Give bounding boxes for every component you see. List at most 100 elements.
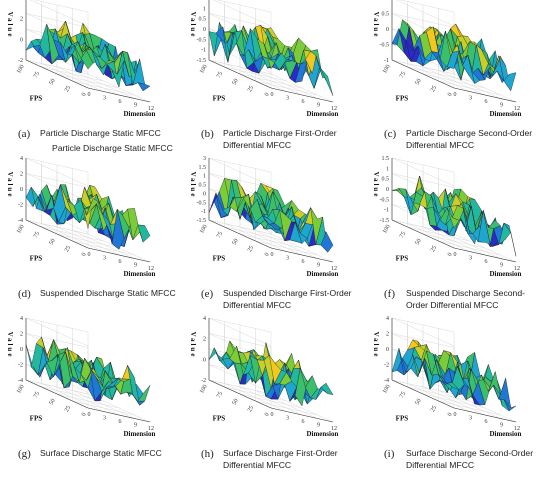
y-tick-label: 100 xyxy=(382,64,392,75)
z-tick-label: -1 xyxy=(384,208,389,214)
surface-mesh xyxy=(25,20,151,92)
subfigure-caption: Suspended Discharge Static MFCC xyxy=(40,288,176,298)
z-tick-label: -0.5 xyxy=(197,200,207,206)
z-tick-label: 1 xyxy=(386,166,389,172)
duplicate-caption: Particle Discharge Static MFCC xyxy=(52,143,173,153)
z-tick-label: 4 xyxy=(386,316,389,322)
y-tick-label: 0 xyxy=(447,252,454,258)
z-tick-label: 3 xyxy=(203,156,206,162)
x-tick-label: 0 xyxy=(454,92,457,98)
surface-facet xyxy=(320,231,334,253)
z-tick-label: -1 xyxy=(201,209,206,215)
x-tick-label: 6 xyxy=(119,259,122,265)
subfigure-caption: Suspended Discharge Second-Order Differe… xyxy=(406,288,525,310)
z-axis-label: Value xyxy=(6,12,14,39)
y-tick-label: 100 xyxy=(16,64,26,75)
z-axis-label: Value xyxy=(189,12,197,39)
axes xyxy=(25,318,151,423)
y-tick-label: 50 xyxy=(415,398,423,406)
z-tick-label: 0 xyxy=(203,191,206,197)
chart-panel: 036912025507510010.50-0.5-1DimensionFPSV… xyxy=(366,0,549,160)
surface-mesh xyxy=(25,184,151,250)
subfigure-caption: Surface Discharge First-Order Differenti… xyxy=(223,448,338,470)
subfigure-caption: Particle Discharge Static MFCC xyxy=(40,128,161,138)
y-axis-label: FPS xyxy=(30,415,43,423)
chart-panel: 0 3 6 9 12 0 25 50 75 100 4 2 0 -2 -4 Dimension FPS Value… xyxy=(0,156,183,320)
y-tick-label: 100 xyxy=(199,64,209,75)
y-tick-label: 50 xyxy=(232,78,240,86)
y-tick-label: 0 xyxy=(81,412,88,418)
z-tick-label: -1.5 xyxy=(380,218,390,224)
subfigure-caption: Surface Discharge Second-Order Different… xyxy=(406,448,534,470)
subfigure-letter: (f) xyxy=(384,288,395,300)
z-tick-label: 0.5 xyxy=(199,183,207,189)
y-tick-label: 25 xyxy=(64,405,72,413)
y-tick-label: 25 xyxy=(430,405,438,413)
axes xyxy=(208,158,334,263)
y-axis-label: FPS xyxy=(396,415,409,423)
surface-mesh xyxy=(25,336,151,406)
subfigure-letter: (c) xyxy=(384,128,397,140)
y-tick-label: 25 xyxy=(247,85,255,93)
surface-facet xyxy=(503,72,517,91)
z-tick-label: 1.5 xyxy=(382,156,390,162)
subfigure-caption: Particle Discharge First-Order Different… xyxy=(223,128,337,150)
surface-facet xyxy=(137,385,151,402)
y-tick-label: 75 xyxy=(33,71,41,79)
z-tick-label: 0 xyxy=(386,27,389,33)
y-tick-label: 25 xyxy=(430,245,438,253)
y-tick-label: 100 xyxy=(382,384,392,395)
y-tick-label: 75 xyxy=(399,231,407,239)
x-tick-label: 3 xyxy=(103,256,106,262)
x-tick-label: 12 xyxy=(148,106,154,112)
x-tick-label: 0 xyxy=(88,252,91,258)
z-tick-label: 1 xyxy=(203,6,206,12)
axes xyxy=(208,318,334,423)
x-tick-label: 3 xyxy=(469,256,472,262)
surface-mesh xyxy=(208,340,334,406)
x-tick-label: 6 xyxy=(302,259,305,265)
z-tick-label: -4 xyxy=(18,378,23,384)
y-tick-label: 75 xyxy=(216,71,224,79)
chart-panel: 03691202550751001.510.50-0.5-1-1.5Dimens… xyxy=(183,0,366,160)
z-tick-label: -2 xyxy=(384,363,389,369)
y-tick-label: 100 xyxy=(199,224,209,235)
x-tick-label: 0 xyxy=(271,252,274,258)
chart-panel: 0369120255075100420-2DimensionFPSValue(a… xyxy=(0,0,183,160)
x-tick-label: 9 xyxy=(317,423,320,429)
z-axis-label: Value xyxy=(189,172,197,199)
y-axis-label: FPS xyxy=(213,255,226,263)
x-axis-label: Dimension xyxy=(489,270,521,278)
z-tick-label: 2 xyxy=(203,337,206,343)
y-tick-label: 50 xyxy=(49,398,57,406)
subfigure-caption: Suspended Discharge First-Order Differen… xyxy=(223,288,352,310)
y-tick-label: 25 xyxy=(64,245,72,253)
z-tick-label: 0.5 xyxy=(382,177,390,183)
x-tick-label: 0 xyxy=(454,252,457,258)
z-tick-label: 0.5 xyxy=(199,17,207,23)
x-tick-label: 12 xyxy=(514,426,520,432)
x-tick-label: 9 xyxy=(134,103,137,109)
y-tick-label: 100 xyxy=(382,224,392,235)
surface-plot: 036912025507510010.50-0.5-1DimensionFPSV… xyxy=(372,0,521,118)
z-tick-label: -1.5 xyxy=(197,58,207,64)
y-axis-label: FPS xyxy=(396,95,409,103)
x-axis-label: Dimension xyxy=(123,270,155,278)
z-axis-label: Value xyxy=(372,332,380,359)
y-tick-label: 0 xyxy=(81,92,88,98)
x-tick-label: 12 xyxy=(148,426,154,432)
z-tick-label: 0 xyxy=(20,37,23,43)
y-tick-label: 0 xyxy=(447,92,454,98)
axes xyxy=(391,0,517,103)
surface-mesh xyxy=(391,175,517,257)
z-tick-label: -2 xyxy=(18,203,23,209)
z-axis-label: Value xyxy=(189,332,197,359)
z-tick-label: -2 xyxy=(18,58,23,64)
x-tick-label: 3 xyxy=(103,96,106,102)
z-axis-label: Value xyxy=(372,172,380,199)
z-tick-label: 2 xyxy=(20,332,23,338)
y-tick-label: 75 xyxy=(33,391,41,399)
z-axis-label: Value xyxy=(6,332,14,359)
